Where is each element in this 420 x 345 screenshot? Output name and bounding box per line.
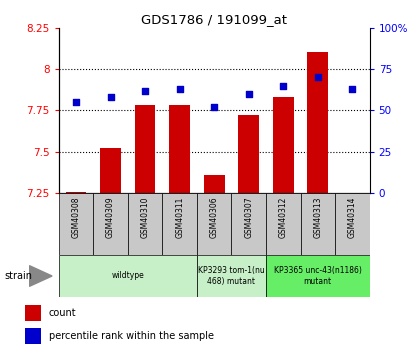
Text: GSM40314: GSM40314 — [348, 196, 357, 238]
Bar — [301, 193, 335, 255]
Text: KP3293 tom-1(nu
468) mutant: KP3293 tom-1(nu 468) mutant — [198, 266, 265, 286]
Text: GSM40308: GSM40308 — [71, 196, 81, 238]
Text: wildtype: wildtype — [111, 272, 144, 280]
Bar — [163, 193, 197, 255]
Text: GSM40307: GSM40307 — [244, 196, 253, 238]
Text: GSM40310: GSM40310 — [141, 196, 150, 238]
Text: percentile rank within the sample: percentile rank within the sample — [49, 331, 214, 341]
Bar — [204, 175, 225, 193]
Polygon shape — [29, 266, 52, 286]
Text: GSM40311: GSM40311 — [175, 196, 184, 238]
Point — [176, 86, 183, 92]
Point — [245, 91, 252, 97]
Bar — [66, 191, 87, 193]
Point — [280, 83, 286, 88]
Point — [107, 95, 114, 100]
Bar — [100, 148, 121, 193]
Bar — [197, 255, 266, 297]
Bar — [169, 106, 190, 193]
Text: GSM40312: GSM40312 — [279, 196, 288, 238]
Point — [211, 104, 218, 110]
Bar — [266, 255, 370, 297]
Bar — [231, 193, 266, 255]
Bar — [59, 255, 197, 297]
Text: GSM40306: GSM40306 — [210, 196, 219, 238]
Point — [73, 99, 79, 105]
Bar — [266, 193, 301, 255]
Bar — [24, 305, 41, 321]
Bar — [24, 328, 41, 344]
Bar — [128, 193, 163, 255]
Point — [349, 86, 356, 92]
Title: GDS1786 / 191099_at: GDS1786 / 191099_at — [141, 13, 287, 27]
Text: GSM40309: GSM40309 — [106, 196, 115, 238]
Text: KP3365 unc-43(n1186)
mutant: KP3365 unc-43(n1186) mutant — [274, 266, 362, 286]
Bar — [307, 52, 328, 193]
Bar — [93, 193, 128, 255]
Text: count: count — [49, 308, 76, 318]
Bar — [135, 106, 155, 193]
Point — [142, 88, 149, 93]
Point — [315, 75, 321, 80]
Bar — [273, 97, 294, 193]
Bar — [239, 115, 259, 193]
Text: GSM40313: GSM40313 — [313, 196, 322, 238]
Bar — [335, 193, 370, 255]
Bar — [59, 193, 93, 255]
Text: strain: strain — [4, 271, 32, 281]
Bar — [197, 193, 231, 255]
